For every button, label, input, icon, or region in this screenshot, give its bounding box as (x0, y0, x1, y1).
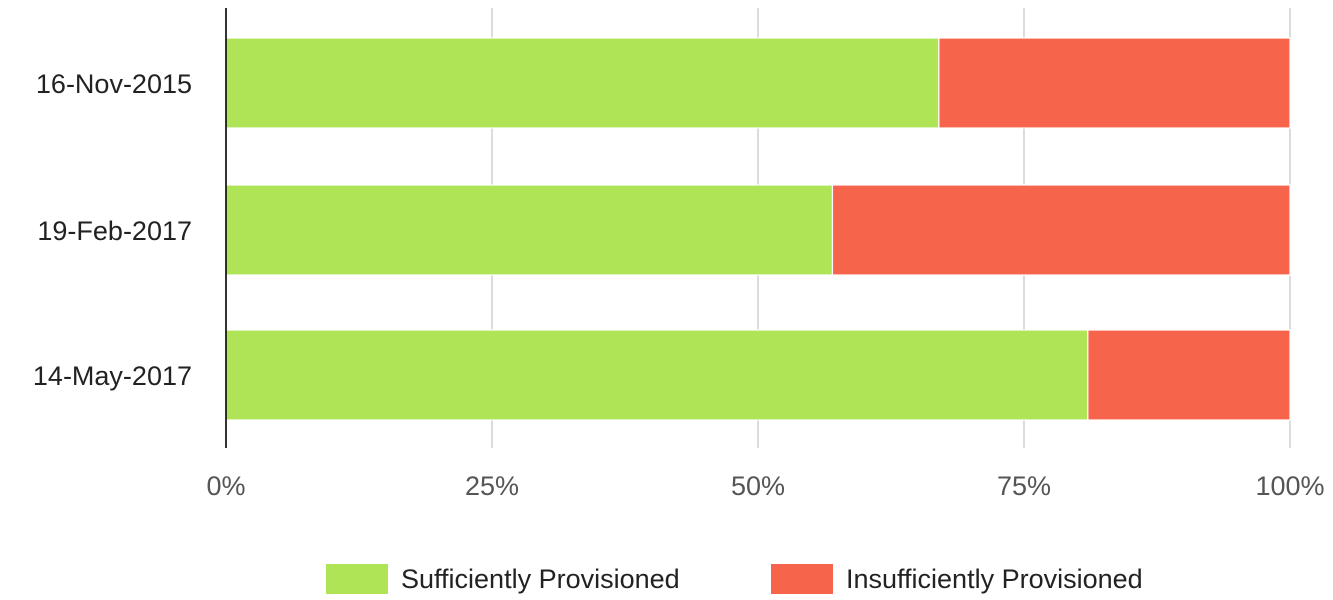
x-tick-label: 25% (465, 471, 519, 501)
legend-swatch (771, 564, 833, 594)
bar-segment-sufficient-16-Nov-2015[interactable] (225, 37, 940, 129)
legend-label: Sufficiently Provisioned (401, 564, 680, 594)
bar-segment-sufficient-14-May-2017[interactable] (225, 329, 1089, 421)
legend-item[interactable]: Sufficiently Provisioned (326, 564, 680, 594)
y-tick-label: 16-Nov-2015 (36, 69, 192, 99)
x-tick-label: 0% (206, 471, 245, 501)
legend-item[interactable]: Insufficiently Provisioned (771, 564, 1143, 594)
bar-segment-insufficient-14-May-2017[interactable] (1087, 329, 1291, 421)
bar-segment-insufficient-19-Feb-2017[interactable] (831, 184, 1291, 276)
legend: Sufficiently Provisioned Insufficiently P… (326, 564, 1143, 594)
bars (225, 37, 1291, 421)
x-tick-label: 75% (997, 471, 1051, 501)
bar-segment-insufficient-16-Nov-2015[interactable] (938, 37, 1291, 129)
x-tick-label: 100% (1255, 471, 1324, 501)
x-tick-label: 50% (731, 471, 785, 501)
y-tick-label: 19-Feb-2017 (37, 216, 192, 246)
bar-segment-sufficient-19-Feb-2017[interactable] (225, 184, 834, 276)
y-tick-label: 14-May-2017 (33, 361, 192, 391)
legend-label: Insufficiently Provisioned (846, 564, 1143, 594)
legend-swatch (326, 564, 388, 594)
